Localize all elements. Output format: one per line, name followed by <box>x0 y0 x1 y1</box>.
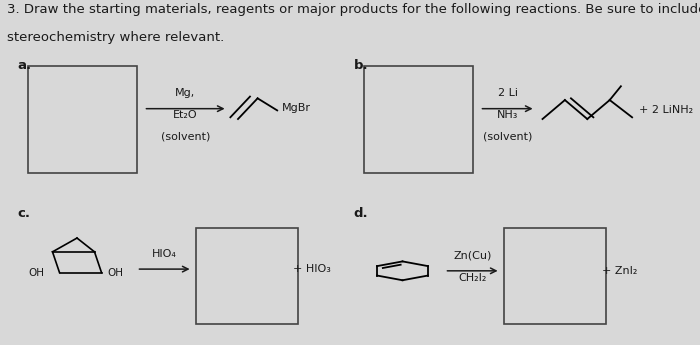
Text: + HIO₃: + HIO₃ <box>293 264 330 274</box>
Text: CH₂I₂: CH₂I₂ <box>458 273 486 283</box>
Text: Zn(Cu): Zn(Cu) <box>454 250 491 260</box>
Text: Mg,: Mg, <box>176 88 195 98</box>
Text: OH: OH <box>107 268 123 277</box>
Text: d.: d. <box>354 207 368 220</box>
Text: HIO₄: HIO₄ <box>152 249 177 259</box>
Text: (solvent): (solvent) <box>161 131 210 141</box>
Bar <box>28 66 136 172</box>
Text: 3. Draw the starting materials, reagents or major products for the following rea: 3. Draw the starting materials, reagents… <box>7 3 700 17</box>
Text: OH: OH <box>28 268 44 277</box>
Text: c.: c. <box>18 207 31 220</box>
Text: NH₃: NH₃ <box>497 110 518 120</box>
Bar <box>364 66 472 172</box>
Text: MgBr: MgBr <box>281 103 310 112</box>
Text: + ZnI₂: + ZnI₂ <box>602 266 637 276</box>
Text: stereochemistry where relevant.: stereochemistry where relevant. <box>7 31 224 44</box>
Text: (solvent): (solvent) <box>483 131 532 141</box>
Text: Et₂O: Et₂O <box>173 110 198 120</box>
Text: + 2 LiNH₂: + 2 LiNH₂ <box>639 106 693 115</box>
Text: a.: a. <box>18 59 32 72</box>
Bar <box>196 228 298 324</box>
Text: 2 Li: 2 Li <box>498 88 517 98</box>
Text: b.: b. <box>354 59 368 72</box>
Bar <box>504 228 606 324</box>
